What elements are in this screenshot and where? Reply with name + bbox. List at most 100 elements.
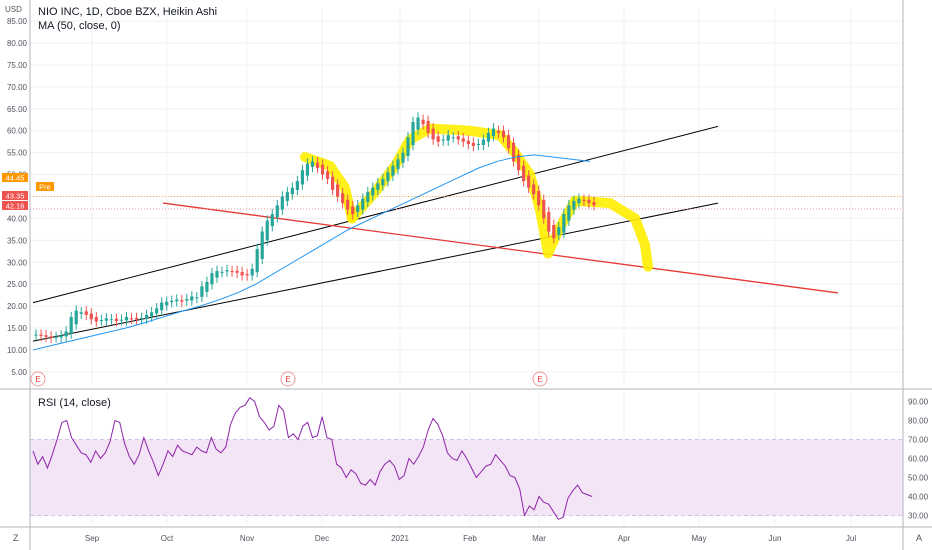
y-tick-label: 20.00 bbox=[7, 302, 28, 311]
candle-body bbox=[396, 159, 400, 170]
candle-body bbox=[366, 192, 370, 202]
rsi-y-tick-label: 50.00 bbox=[908, 474, 929, 483]
currency-label: USD bbox=[5, 5, 22, 14]
candle-body bbox=[496, 130, 501, 133]
x-tick-label: 2021 bbox=[391, 534, 409, 543]
candle-body bbox=[421, 119, 425, 125]
candle-body bbox=[285, 192, 289, 201]
candle-body bbox=[461, 138, 465, 142]
candle-body bbox=[411, 121, 415, 145]
earnings-event-label: E bbox=[285, 375, 290, 384]
candle-body bbox=[476, 143, 480, 145]
candle-body bbox=[260, 231, 264, 259]
symbol-title[interactable]: NIO INC, 1D, Cboe BZX, Heikin Ashi bbox=[38, 6, 218, 18]
y-tick-label: 5.00 bbox=[11, 368, 27, 377]
candle-body bbox=[180, 300, 184, 302]
candle-body bbox=[89, 313, 93, 320]
candle-body bbox=[466, 140, 470, 144]
y-tick-label: 15.00 bbox=[7, 324, 28, 333]
candle-body bbox=[69, 317, 73, 334]
candle-body bbox=[356, 205, 360, 212]
candle-body bbox=[371, 187, 375, 196]
candle-body bbox=[235, 270, 239, 273]
auto-scale-button[interactable]: A bbox=[916, 533, 923, 543]
candle-body bbox=[44, 335, 48, 337]
candle-body bbox=[532, 184, 536, 195]
candle-body bbox=[336, 184, 340, 197]
candle-body bbox=[436, 136, 440, 142]
candle-body bbox=[230, 271, 234, 273]
candle-body bbox=[557, 227, 561, 235]
candle-body bbox=[451, 137, 455, 139]
candle-body bbox=[346, 199, 350, 210]
price-badge-bg bbox=[2, 201, 28, 210]
x-tick-labels: Sep Oct Nov Dec 2021 Feb Mar Apr May Jun Jul bbox=[85, 534, 856, 543]
main-grid bbox=[30, 8, 903, 385]
candle-body bbox=[59, 335, 63, 338]
candle-body bbox=[150, 312, 154, 317]
candle-body bbox=[119, 319, 124, 321]
candle-body bbox=[210, 273, 214, 285]
rsi-band bbox=[30, 439, 903, 516]
candle-body bbox=[516, 154, 521, 171]
candle-body bbox=[200, 286, 204, 297]
candle-body bbox=[195, 297, 199, 299]
candle-body bbox=[386, 172, 390, 182]
rsi-legend[interactable]: RSI (14, close) bbox=[38, 397, 111, 409]
y-tick-label: 55.00 bbox=[7, 149, 28, 158]
candle-body bbox=[527, 175, 531, 188]
candle-body bbox=[215, 271, 219, 278]
earnings-event-label: E bbox=[35, 375, 40, 384]
y-tick-label: 25.00 bbox=[7, 280, 28, 289]
rsi-y-tick-label: 90.00 bbox=[908, 398, 929, 407]
candle-body bbox=[265, 220, 269, 241]
rsi-y-tick-label: 70.00 bbox=[908, 436, 929, 445]
candle-body bbox=[582, 199, 586, 201]
y-tick-label: 80.00 bbox=[7, 39, 28, 48]
highlight-stroke bbox=[570, 195, 653, 272]
candle-body bbox=[255, 249, 259, 273]
candle-body bbox=[406, 137, 410, 156]
candle-body bbox=[104, 318, 108, 321]
candle-body bbox=[426, 120, 430, 133]
x-tick-label: Sep bbox=[85, 534, 100, 543]
x-tick-label: Mar bbox=[532, 534, 546, 543]
y-tick-label: 60.00 bbox=[7, 127, 28, 136]
zoom-reset-button[interactable]: Z bbox=[13, 533, 19, 543]
candle-body bbox=[74, 310, 78, 325]
ma-legend[interactable]: MA (50, close, 0) bbox=[38, 20, 121, 32]
candle-body bbox=[567, 205, 571, 221]
upper-channel-line bbox=[32, 125, 719, 304]
rsi-y-tick-label: 60.00 bbox=[908, 455, 929, 464]
rsi-y-tick-label: 40.00 bbox=[908, 493, 929, 502]
candle-body bbox=[144, 314, 149, 319]
rsi-line bbox=[32, 396, 593, 520]
candle-body bbox=[506, 135, 511, 149]
candle-body bbox=[552, 224, 556, 239]
candle-body bbox=[109, 319, 114, 321]
candle-body bbox=[341, 193, 345, 204]
candle-body bbox=[537, 191, 541, 206]
candle-body bbox=[114, 318, 119, 321]
candle-body bbox=[99, 320, 103, 322]
y-tick-label: 35.00 bbox=[7, 236, 28, 245]
x-tick-label: Oct bbox=[161, 534, 174, 543]
earnings-event-marker bbox=[30, 371, 46, 387]
candle-body bbox=[175, 299, 179, 302]
candle-body bbox=[34, 334, 38, 336]
candle-body bbox=[315, 162, 320, 169]
lower-channel-line bbox=[32, 202, 719, 342]
price-badge-text: 42.16 bbox=[6, 202, 25, 211]
highlight-strokes bbox=[300, 123, 653, 272]
candles-group[interactable] bbox=[34, 112, 596, 343]
candle-body bbox=[205, 281, 209, 292]
y-tick-label: 30.00 bbox=[7, 258, 28, 267]
candle-body bbox=[330, 176, 335, 190]
rsi-y-tick-label: 30.00 bbox=[908, 512, 929, 521]
candle-body bbox=[94, 317, 98, 322]
candle-body bbox=[325, 171, 330, 179]
candle-body bbox=[220, 271, 224, 273]
